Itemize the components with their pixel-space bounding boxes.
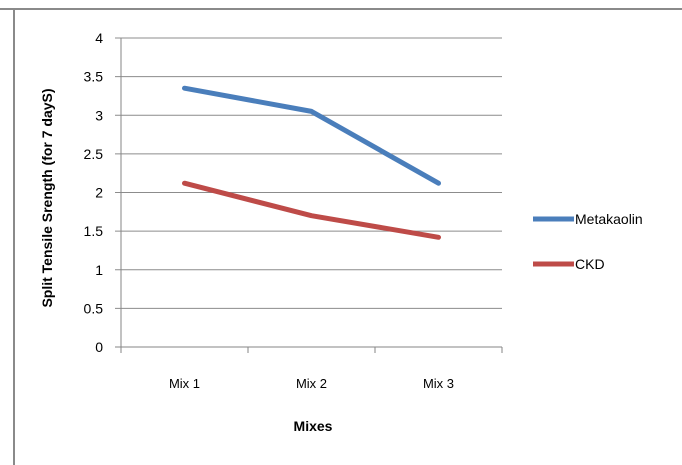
frame-border-top: [0, 8, 682, 10]
x-tick-label: Mix 1: [169, 376, 200, 391]
legend: Metakaolin CKD: [533, 211, 643, 272]
y-tick-label: 4: [95, 30, 103, 46]
legend-label: CKD: [575, 256, 605, 272]
y-axis-label: Split Tensile Srength (for 7 dayS): [39, 88, 55, 307]
gridlines: [115, 37, 502, 348]
series-line-metakaolin: [182, 85, 441, 186]
y-tick-label: 1: [95, 262, 103, 278]
series-line-ckd: [182, 180, 441, 240]
y-tick-label: 2: [95, 185, 103, 201]
legend-label: Metakaolin: [575, 211, 643, 227]
x-axis: Mix 1 Mix 2 Mix 3: [120, 347, 503, 391]
y-tick-label: 3.5: [84, 69, 104, 85]
x-tick-label: Mix 3: [423, 376, 454, 391]
x-tick-label: Mix 2: [296, 376, 327, 391]
y-tick-label: 1.5: [84, 223, 104, 239]
y-tick-label: 0.5: [84, 300, 104, 316]
frame-border-left: [13, 8, 15, 465]
y-tick-labels: 0 0.5 1 1.5 2 2.5 3 3.5 4: [84, 30, 104, 355]
y-tick-label: 3: [95, 107, 103, 123]
y-tick-label: 2.5: [84, 146, 104, 162]
series-lines: [182, 85, 441, 240]
y-tick-label: 0: [95, 339, 103, 355]
x-axis-label: Mixes: [294, 418, 333, 434]
